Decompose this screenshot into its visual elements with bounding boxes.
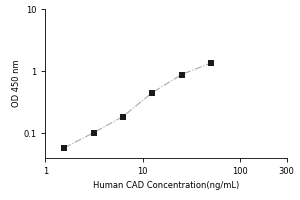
Point: [121, 115, 125, 118]
X-axis label: Human CAD Concentration(ng/mL): Human CAD Concentration(ng/mL): [93, 181, 239, 190]
Point: [150, 91, 154, 94]
Point: [62, 146, 67, 149]
Point: [179, 73, 184, 76]
Y-axis label: OD 450 nm: OD 450 nm: [12, 60, 21, 107]
Point: [208, 61, 213, 65]
Point: [91, 131, 96, 134]
